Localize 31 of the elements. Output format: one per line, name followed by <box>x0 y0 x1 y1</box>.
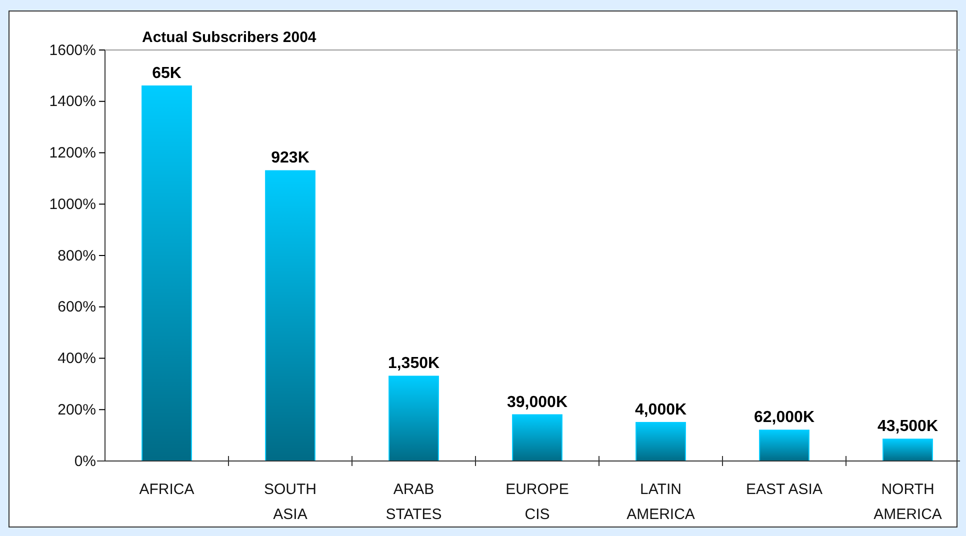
y-tick-label: 400% <box>58 350 96 368</box>
chart-title: Actual Subscribers 2004 <box>142 29 317 46</box>
annotation: 62,000K <box>754 409 815 426</box>
y-tick-label: 200% <box>58 401 96 418</box>
y-tick-label: 1600% <box>49 42 96 59</box>
y-tick-label: 800% <box>58 247 96 264</box>
x-tick-label: ARAB STATES <box>386 481 442 523</box>
bar <box>142 85 192 462</box>
y-tick-label: 1000% <box>49 196 96 213</box>
annotation: 43,500K <box>878 418 938 436</box>
y-tick-label: 1400% <box>49 93 96 110</box>
x-tick-label: LATIN AMERICA <box>626 481 695 523</box>
bar <box>759 430 810 462</box>
x-tick-label: EAST ASIA <box>746 481 822 498</box>
y-tick-label: 0% <box>74 452 96 470</box>
bar <box>636 422 686 462</box>
annotation: 4,000K <box>634 401 687 418</box>
bar <box>882 438 933 462</box>
x-tick-label: NORTH AMERICA <box>874 481 942 523</box>
y-tick-label: 600% <box>58 298 96 316</box>
x-tick-label: SOUTH ASIA <box>264 481 316 523</box>
y-tick-label: 1200% <box>49 144 96 162</box>
annotation: 923K <box>271 150 310 167</box>
x-tick-label: AFRICA <box>139 481 194 498</box>
bar <box>388 376 439 462</box>
bar <box>512 414 562 462</box>
annotation: 1,350K <box>388 355 440 372</box>
bar <box>265 170 316 462</box>
annotation: 39,000K <box>507 394 568 411</box>
x-tick-label: EUROPE CIS <box>506 481 569 523</box>
annotation: 65K <box>152 64 182 82</box>
